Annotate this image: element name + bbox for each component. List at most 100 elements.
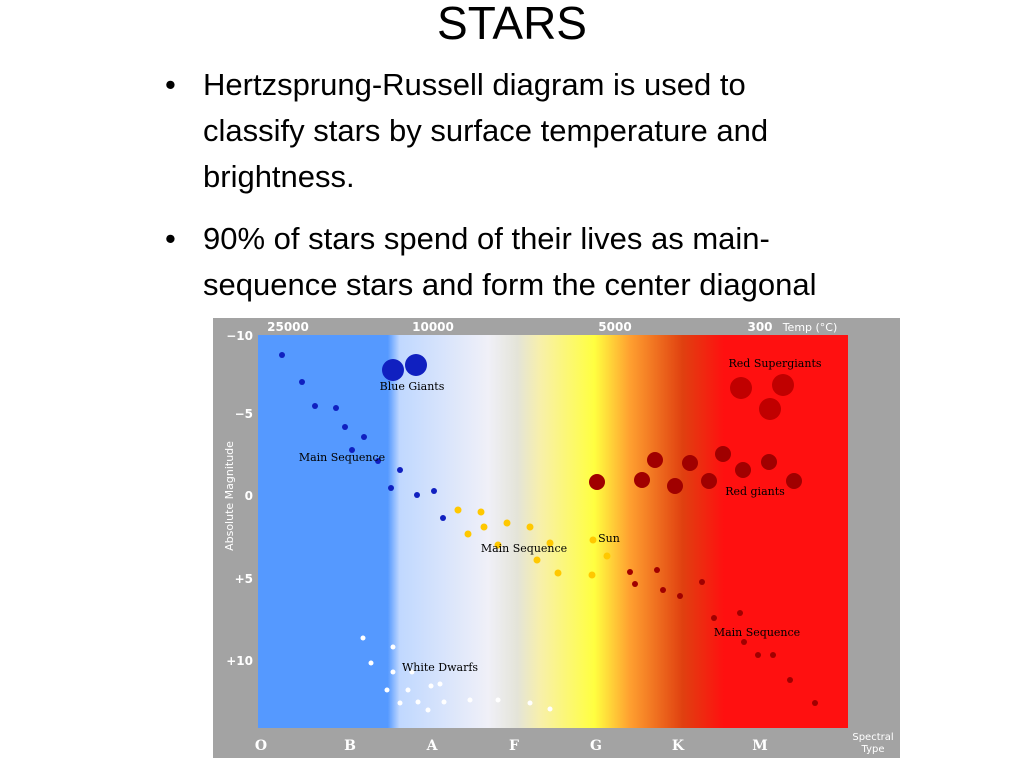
star-dot <box>603 552 611 560</box>
temp-label: 5000 <box>598 320 631 334</box>
star-dot <box>495 697 501 703</box>
star-dot <box>409 669 415 675</box>
spectral-class: A <box>426 738 439 754</box>
star-dot <box>480 523 488 531</box>
star-dot <box>349 447 355 453</box>
star-dot <box>312 403 318 409</box>
star-dot <box>627 569 633 575</box>
temp-label: 10000 <box>412 320 454 334</box>
annotation: Red giants <box>725 485 785 498</box>
y-tick-label: −10 <box>226 329 253 343</box>
star-dot <box>361 434 367 440</box>
star-dot <box>464 530 472 538</box>
annotation: Blue Giants <box>380 380 445 393</box>
annotation: Main Sequence <box>299 451 385 464</box>
star-dot <box>342 424 348 430</box>
spectral-axis-label: Spectral <box>852 732 893 743</box>
star-dot <box>589 474 605 490</box>
star-dot <box>526 523 534 531</box>
bullet-line: Hertzsprung-Russell diagram is used to <box>203 67 746 102</box>
star-dot <box>454 506 462 514</box>
y-tick-label: −5 <box>235 407 253 421</box>
y-axis-label: Absolute Magnitude <box>223 441 236 551</box>
star-dot <box>414 492 420 498</box>
spectral-class: F <box>509 738 519 754</box>
star-dot <box>632 581 638 587</box>
spectral-class: M <box>752 738 768 754</box>
star-dot <box>654 567 660 573</box>
star-dot <box>360 635 366 641</box>
star-dot <box>730 377 752 399</box>
star-dot <box>405 687 411 693</box>
spectral-class: K <box>672 738 685 754</box>
star-dot <box>503 519 511 527</box>
star-dot <box>741 639 747 645</box>
star-dot <box>390 644 396 650</box>
star-dot <box>715 446 731 462</box>
star-dot <box>735 462 751 478</box>
star-dot <box>375 458 381 464</box>
annotation: Main Sequence <box>481 542 567 555</box>
star-dot <box>425 707 431 713</box>
star-dot <box>812 700 818 706</box>
star-dot <box>701 473 717 489</box>
star-dot <box>382 359 404 381</box>
star-dot <box>546 539 554 547</box>
star-dot <box>333 405 339 411</box>
plot-area <box>258 335 848 728</box>
temp-label: 300 <box>747 320 772 334</box>
star-dot <box>467 697 473 703</box>
star-dot <box>647 452 663 468</box>
star-dot <box>755 652 761 658</box>
star-dot <box>494 541 502 549</box>
spectral-class: B <box>344 738 356 754</box>
spectral-class: G <box>590 738 602 754</box>
star-dot <box>279 352 285 358</box>
star-dot <box>554 569 562 577</box>
star-dot <box>786 473 802 489</box>
bullet-line: classify stars by surface temperature an… <box>203 113 769 148</box>
temp-label: 25000 <box>267 320 309 334</box>
hr-diagram: −10 −5 0 +5 +10 Absolute Magnitude 25000… <box>213 318 900 758</box>
slide-title: STARS <box>437 0 587 49</box>
stars <box>279 352 818 713</box>
star-dot <box>547 706 553 712</box>
star-dot <box>441 699 447 705</box>
star-dot <box>388 485 394 491</box>
y-tick-label: +5 <box>235 572 253 586</box>
star-dot <box>711 615 717 621</box>
star-dot <box>527 700 533 706</box>
temp-axis-label: Temp (°C) <box>782 321 838 334</box>
star-dot <box>390 669 396 675</box>
star-dot <box>759 398 781 420</box>
star-dot <box>770 652 776 658</box>
star-dot <box>397 467 403 473</box>
star-dot <box>428 683 434 689</box>
star-dot <box>682 455 698 471</box>
star-dot <box>634 472 650 488</box>
star-dot <box>761 454 777 470</box>
star-dot <box>787 677 793 683</box>
star-dot <box>588 571 596 579</box>
y-tick-label: +10 <box>226 654 253 668</box>
bullet-line: brightness. <box>203 159 355 194</box>
star-dot <box>397 700 403 706</box>
star-dot <box>533 556 541 564</box>
y-tick-label: 0 <box>245 489 253 503</box>
star-dot <box>299 379 305 385</box>
star-dot <box>589 536 597 544</box>
star-dot <box>677 593 683 599</box>
star-dot <box>737 610 743 616</box>
star-dot <box>405 354 427 376</box>
bullet-line: sequence stars and form the center diago… <box>203 267 817 302</box>
star-dot <box>431 488 437 494</box>
star-dot <box>384 687 390 693</box>
star-dot <box>772 374 794 396</box>
annotation: Main Sequence <box>714 626 800 639</box>
annotation: Sun <box>598 532 620 545</box>
star-dot <box>440 515 446 521</box>
bullet-line: 90% of stars spend of their lives as mai… <box>203 221 770 256</box>
annotation: White Dwarfs <box>402 661 478 674</box>
spectral-axis-label: Type <box>861 744 885 755</box>
